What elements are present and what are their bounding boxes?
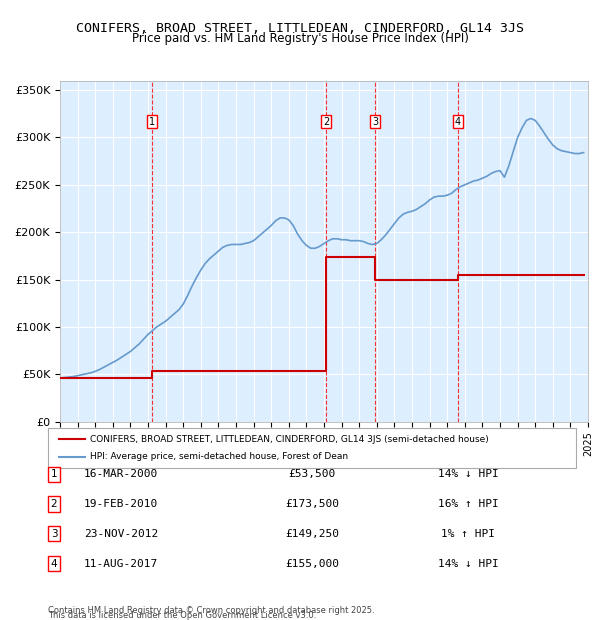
- Text: HPI: Average price, semi-detached house, Forest of Dean: HPI: Average price, semi-detached house,…: [90, 453, 349, 461]
- Text: 16% ↑ HPI: 16% ↑ HPI: [437, 499, 499, 509]
- Text: 3: 3: [50, 529, 58, 539]
- Text: Price paid vs. HM Land Registry's House Price Index (HPI): Price paid vs. HM Land Registry's House …: [131, 32, 469, 45]
- Text: 14% ↓ HPI: 14% ↓ HPI: [437, 469, 499, 479]
- Text: 11-AUG-2017: 11-AUG-2017: [84, 559, 158, 569]
- Text: £53,500: £53,500: [289, 469, 335, 479]
- Text: CONIFERS, BROAD STREET, LITTLEDEAN, CINDERFORD, GL14 3JS: CONIFERS, BROAD STREET, LITTLEDEAN, CIND…: [76, 22, 524, 35]
- Text: 14% ↓ HPI: 14% ↓ HPI: [437, 559, 499, 569]
- Text: 1: 1: [50, 469, 58, 479]
- Text: £155,000: £155,000: [285, 559, 339, 569]
- Text: 16-MAR-2000: 16-MAR-2000: [84, 469, 158, 479]
- Text: Contains HM Land Registry data © Crown copyright and database right 2025.: Contains HM Land Registry data © Crown c…: [48, 606, 374, 615]
- Text: 4: 4: [455, 117, 461, 126]
- Text: This data is licensed under the Open Government Licence v3.0.: This data is licensed under the Open Gov…: [48, 611, 316, 620]
- Text: 2: 2: [323, 117, 329, 126]
- Text: 2: 2: [50, 499, 58, 509]
- Text: £149,250: £149,250: [285, 529, 339, 539]
- Text: 23-NOV-2012: 23-NOV-2012: [84, 529, 158, 539]
- Text: 3: 3: [372, 117, 378, 126]
- Text: £173,500: £173,500: [285, 499, 339, 509]
- Text: 19-FEB-2010: 19-FEB-2010: [84, 499, 158, 509]
- FancyBboxPatch shape: [48, 428, 576, 468]
- Text: 4: 4: [50, 559, 58, 569]
- Text: 1% ↑ HPI: 1% ↑ HPI: [441, 529, 495, 539]
- Text: 1: 1: [149, 117, 155, 126]
- Text: CONIFERS, BROAD STREET, LITTLEDEAN, CINDERFORD, GL14 3JS (semi-detached house): CONIFERS, BROAD STREET, LITTLEDEAN, CIND…: [90, 435, 489, 443]
